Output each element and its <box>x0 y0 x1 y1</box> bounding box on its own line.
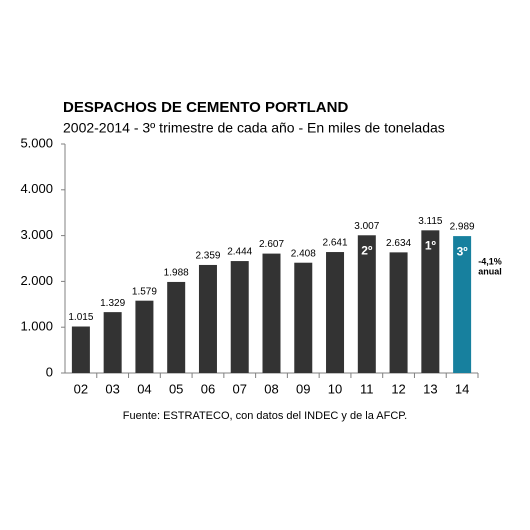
rank-label: 3º <box>457 244 469 258</box>
bar <box>357 235 376 373</box>
chart-title: DESPACHOS DE CEMENTO PORTLAND <box>63 99 348 116</box>
value-label: 2.641 <box>323 238 348 249</box>
y-tick-label: 1.000 <box>20 319 53 334</box>
value-label: 1.329 <box>100 298 125 309</box>
x-tick-label: 12 <box>391 381 405 396</box>
x-tick-label: 10 <box>328 381 342 396</box>
value-label: 2.607 <box>259 239 284 250</box>
bar <box>71 326 90 373</box>
chart-subtitle: 2002-2014 - 3º trimestre de cada año - E… <box>63 120 445 136</box>
rank-label: 2º <box>361 243 373 257</box>
annotation: -4,1% <box>478 256 502 266</box>
value-label: 1.579 <box>132 286 157 297</box>
x-tick-label: 09 <box>296 381 310 396</box>
annotation: anual <box>478 266 502 276</box>
bar <box>294 262 313 373</box>
value-label: 3.115 <box>418 216 443 227</box>
x-tick-label: 11 <box>360 381 374 396</box>
x-tick-label: 02 <box>74 381 88 396</box>
bar <box>262 253 281 373</box>
x-tick-label: 04 <box>137 381 151 396</box>
value-label: 2.634 <box>386 238 411 249</box>
bar <box>135 300 154 373</box>
bar <box>326 252 345 373</box>
value-label: 2.408 <box>291 248 316 259</box>
x-tick-label: 13 <box>423 381 437 396</box>
value-label: 2.444 <box>227 247 252 258</box>
x-tick-label: 14 <box>455 381 469 396</box>
y-tick-label: 5.000 <box>20 135 53 150</box>
bar <box>453 236 472 373</box>
y-tick-label: 2.000 <box>20 273 53 288</box>
bar <box>389 252 408 373</box>
x-tick-label: 05 <box>169 381 183 396</box>
value-label: 2.359 <box>195 251 220 262</box>
bar <box>230 261 249 373</box>
x-tick-label: 03 <box>105 381 119 396</box>
value-label: 1.988 <box>164 268 189 279</box>
y-tick-label: 3.000 <box>20 227 53 242</box>
x-tick-label: 06 <box>201 381 215 396</box>
bar <box>103 312 122 373</box>
x-tick-label: 08 <box>264 381 278 396</box>
value-label: 3.007 <box>354 221 379 232</box>
bar <box>167 281 186 373</box>
value-label: 1.015 <box>68 312 93 323</box>
y-tick-label: 0 <box>46 364 53 379</box>
x-tick-label: 07 <box>232 381 246 396</box>
bar <box>421 230 440 373</box>
value-label: 2.989 <box>450 222 475 233</box>
rank-label: 1º <box>425 239 437 253</box>
bar <box>198 264 217 373</box>
y-tick-label: 4.000 <box>20 181 53 196</box>
source-note: Fuente: ESTRATECO, con datos del INDEC y… <box>123 410 408 422</box>
